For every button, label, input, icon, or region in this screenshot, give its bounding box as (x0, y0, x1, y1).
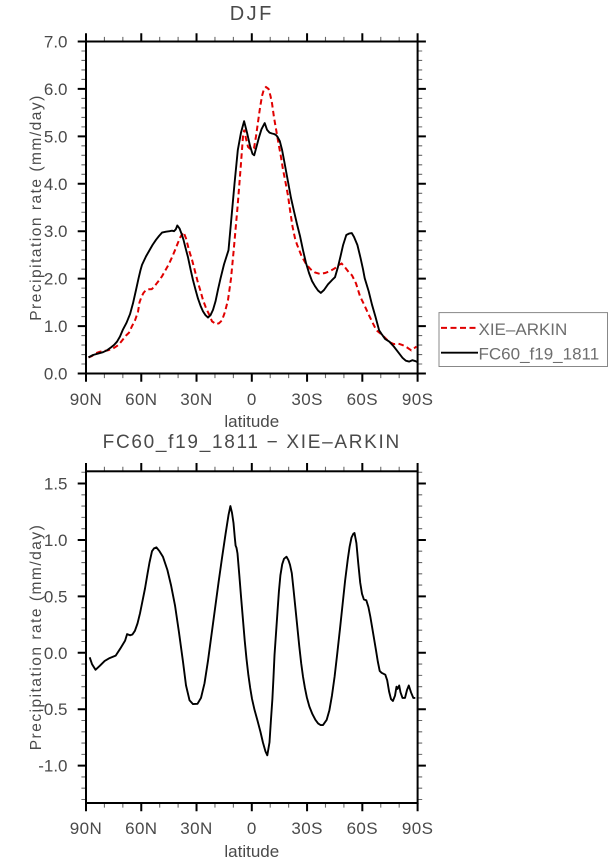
svg-text:1.0: 1.0 (44, 317, 68, 336)
svg-text:-1.0: -1.0 (38, 757, 67, 776)
svg-text:latitude: latitude (224, 412, 279, 431)
svg-text:XIE–ARKIN: XIE–ARKIN (479, 320, 568, 339)
svg-text:FC60_f19_1811: FC60_f19_1811 (479, 345, 600, 364)
svg-text:0.0: 0.0 (44, 644, 68, 663)
svg-text:0.0: 0.0 (44, 365, 68, 384)
svg-text:90N: 90N (70, 390, 102, 409)
svg-text:1.5: 1.5 (44, 475, 68, 494)
svg-text:60N: 60N (125, 819, 157, 838)
svg-text:latitude: latitude (224, 842, 279, 861)
svg-text:90S: 90S (402, 819, 433, 838)
svg-text:FC60_f19_1811 − XIE–ARKIN: FC60_f19_1811 − XIE–ARKIN (103, 432, 401, 453)
svg-text:60S: 60S (347, 390, 378, 409)
svg-text:30S: 30S (291, 819, 322, 838)
svg-text:0.5: 0.5 (44, 587, 68, 606)
svg-text:4.0: 4.0 (44, 175, 68, 194)
svg-text:30N: 30N (180, 819, 212, 838)
svg-text:-0.5: -0.5 (38, 700, 67, 719)
svg-text:0: 0 (247, 819, 257, 838)
svg-text:90S: 90S (402, 390, 433, 409)
svg-text:60N: 60N (125, 390, 157, 409)
svg-text:3.0: 3.0 (44, 222, 68, 241)
svg-text:Precipitation rate (mm/day): Precipitation rate (mm/day) (28, 524, 45, 751)
svg-text:90N: 90N (70, 819, 102, 838)
svg-text:1.0: 1.0 (44, 531, 68, 550)
svg-text:60S: 60S (347, 819, 378, 838)
svg-text:DJF: DJF (230, 3, 274, 25)
svg-text:7.0: 7.0 (44, 33, 68, 52)
svg-text:6.0: 6.0 (44, 80, 68, 99)
svg-text:2.0: 2.0 (44, 270, 68, 289)
svg-text:Precipitation rate (mm/day): Precipitation rate (mm/day) (28, 94, 45, 321)
svg-text:30N: 30N (180, 390, 212, 409)
svg-text:30S: 30S (291, 390, 322, 409)
svg-text:5.0: 5.0 (44, 127, 68, 146)
svg-text:0: 0 (247, 390, 257, 409)
